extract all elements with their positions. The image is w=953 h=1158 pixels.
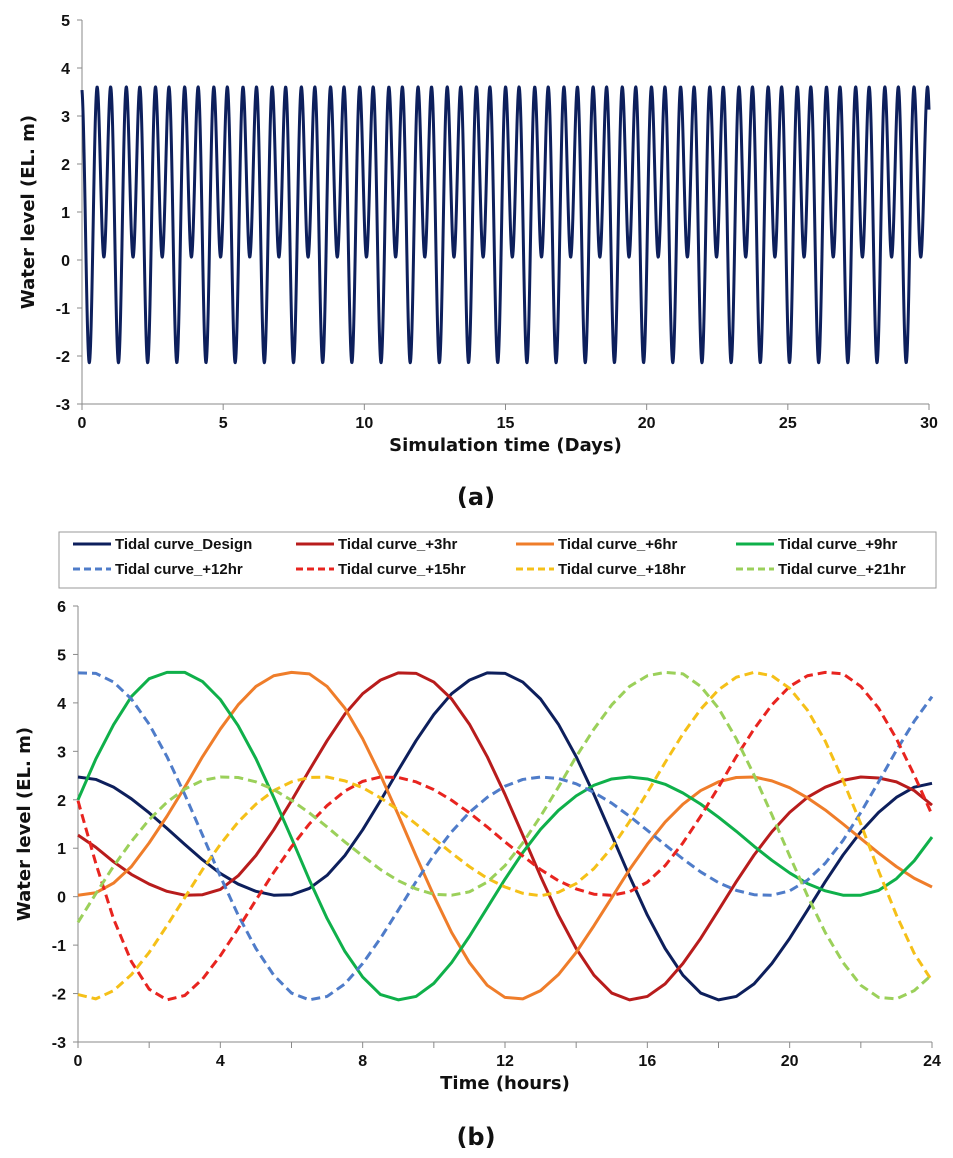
legend-label: Tidal curve_+18hr — [558, 561, 686, 578]
legend-label: Tidal curve_Design — [115, 536, 252, 553]
y-tick-label: 6 — [57, 599, 66, 616]
x-tick-label: 0 — [78, 415, 87, 432]
series-line-tidal-curve-9hr — [76, 670, 934, 1002]
y-tick-label: 0 — [57, 890, 66, 907]
panel-a-label: (a) — [457, 483, 495, 511]
x-tick-label: 20 — [638, 415, 656, 432]
legend-box — [58, 531, 937, 589]
y-tick-label: -3 — [56, 397, 70, 414]
x-tick-label: 16 — [638, 1053, 656, 1070]
x-tick-label: 0 — [74, 1053, 83, 1070]
x-tick-label: 10 — [355, 415, 373, 432]
y-tick-label: 1 — [57, 841, 66, 858]
series-line-tidal-curve-design — [77, 671, 933, 1002]
series-line-tidal-curve-18hr — [77, 670, 934, 1001]
y-tick-label: 4 — [61, 61, 70, 78]
x-axis-label: Time (hours) — [440, 1073, 570, 1094]
y-tick-label: -2 — [56, 349, 70, 366]
x-tick-label: 25 — [779, 415, 797, 432]
x-tick-label: 5 — [219, 415, 228, 432]
y-axis-label: Water level (EL. m) — [14, 727, 35, 921]
series-line-tidal-curve-6hr — [77, 670, 933, 1001]
x-tick-label: 30 — [920, 415, 938, 432]
legend-label: Tidal curve_+21hr — [778, 561, 906, 578]
series-line-tidal-curve-3hr — [77, 671, 933, 1002]
y-tick-label: -1 — [56, 301, 70, 318]
panel-b-legend: Tidal curve_Design Tidal curve_+3hr Tidal … — [58, 531, 937, 589]
series-line-tidal-curve-15hr — [76, 670, 934, 1002]
x-tick-label: 24 — [923, 1053, 941, 1070]
x-tick-label: 8 — [358, 1053, 367, 1070]
y-tick-label: 0 — [61, 253, 70, 270]
legend-label: Tidal curve_+9hr — [778, 536, 898, 553]
legend-label: Tidal curve_+15hr — [338, 561, 466, 578]
series-line-design-30day — [80, 85, 931, 365]
panel-a-chart: -3 -2 -1 0 1 2 3 4 5 0 5 10 15 20 25 30 Simulation time … — [18, 13, 938, 456]
y-tick-label: 1 — [61, 205, 70, 222]
y-tick-label: 2 — [61, 157, 70, 174]
legend-label: Tidal curve_+12hr — [115, 561, 243, 578]
x-tick-label: 20 — [781, 1053, 799, 1070]
y-tick-label: 4 — [57, 696, 66, 713]
y-tick-label: -2 — [52, 987, 66, 1004]
y-tick-label: 2 — [57, 793, 66, 810]
panel-b-label: (b) — [456, 1123, 495, 1151]
x-axis-label: Simulation time (Days) — [389, 435, 622, 456]
y-tick-label: 5 — [61, 13, 70, 30]
y-axis-label: Water level (EL. m) — [18, 115, 39, 309]
legend-label: Tidal curve_+6hr — [558, 536, 678, 553]
series-line-tidal-curve-21hr — [76, 670, 934, 1001]
x-tick-label: 15 — [497, 415, 515, 432]
y-tick-label: -1 — [52, 938, 66, 955]
series-line-tidal-curve-12hr — [77, 671, 934, 1002]
y-tick-label: 3 — [57, 744, 66, 761]
y-tick-label: -3 — [52, 1035, 66, 1052]
y-tick-label: 3 — [61, 109, 70, 126]
x-tick-label: 4 — [216, 1053, 225, 1070]
x-tick-label: 12 — [496, 1053, 514, 1070]
legend-label: Tidal curve_+3hr — [338, 536, 458, 553]
y-tick-label: 5 — [57, 647, 66, 664]
